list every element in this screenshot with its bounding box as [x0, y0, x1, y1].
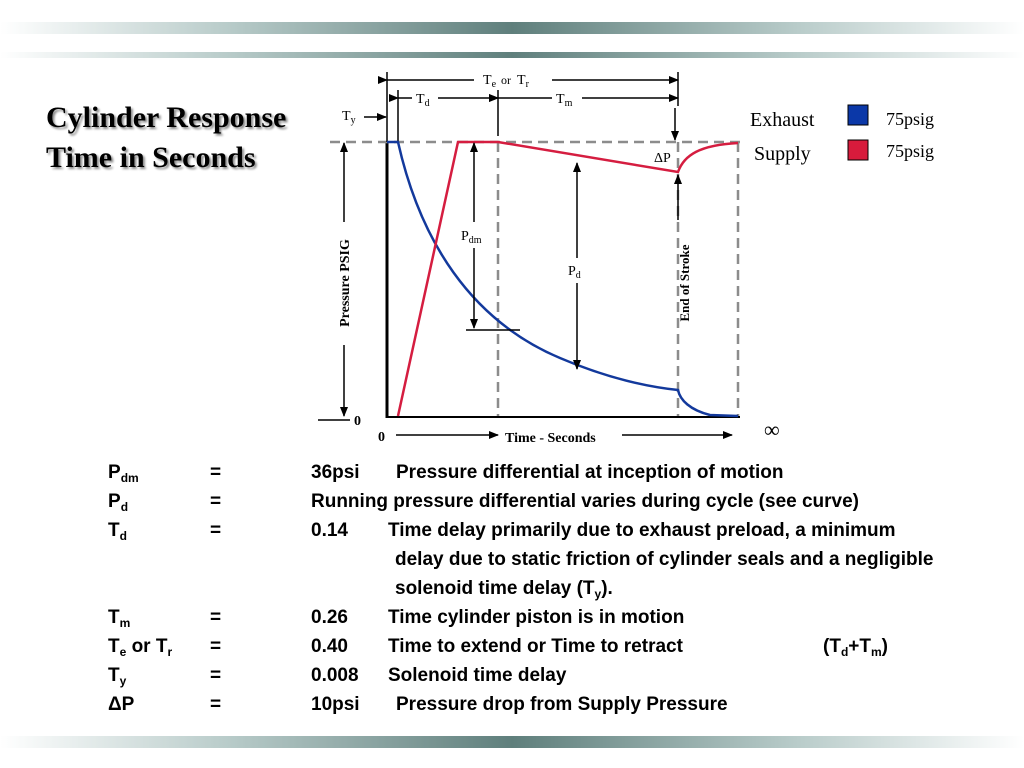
end-of-stroke-label: End of Stroke	[677, 244, 692, 321]
definition-description: Pressure drop from Supply Pressure	[396, 694, 728, 716]
y-axis-label: Pressure PSIG	[338, 239, 353, 327]
definition-value: 36psi	[311, 462, 360, 483]
definition-symbol-main: T	[108, 607, 120, 628]
definition-description-text: Running pressure differential varies dur…	[311, 491, 860, 512]
definition-symbol-main: T	[108, 636, 120, 657]
definition-symbol: Te or Tr	[108, 636, 172, 658]
definition-description: Time delay primarily due to exhaust prel…	[388, 520, 896, 542]
definition-description-text: Solenoid time delay	[388, 665, 567, 686]
definition-symbol-sub: d	[119, 529, 127, 543]
definition-equals: =	[210, 520, 222, 541]
definition-symbol: Pdm	[108, 462, 139, 484]
formula-open: (T	[823, 636, 841, 657]
exhaust-curve	[387, 140, 739, 418]
infinity-symbol: ∞	[764, 417, 780, 442]
cylinder-response-diagram: Te or Tr Td Tm Ty Pressure PSIG 0 0 Time -…	[318, 70, 934, 446]
definition-symbol: Td	[108, 520, 127, 542]
definition-description: Solenoid time delay	[388, 665, 566, 687]
formula-mid: +T	[848, 636, 871, 657]
slide-title-line2: Time in Seconds	[46, 141, 256, 174]
formula-sub1: d	[840, 645, 849, 659]
te-tr-label-bg	[474, 70, 552, 88]
bottom-decorative-bar	[0, 736, 1024, 748]
definition-symbol-sub: dm	[120, 471, 139, 485]
definition-value: 0.26	[311, 607, 348, 628]
definition-description: Pressure differential at inception of mo…	[396, 462, 783, 484]
definition-description-text: Time delay primarily due to exhaust prel…	[388, 520, 896, 541]
definition-description: Time to extend or Time to retract	[388, 636, 683, 658]
definition-symbol-main: ΔP	[108, 694, 135, 715]
tm-label-bg	[552, 89, 582, 106]
definition-equals: =	[210, 694, 222, 715]
legend-exhaust-swatch	[847, 104, 869, 126]
definition-symbol-sub: e	[119, 645, 127, 659]
legend-supply-value: 75psig	[886, 141, 934, 161]
formula-close: )	[881, 636, 888, 657]
definition-description: Time cylinder piston is in motion	[388, 607, 684, 629]
definition-symbol-sub: y	[119, 674, 127, 688]
definition-value: 0.40	[311, 636, 348, 657]
definition-symbol-main: P	[108, 491, 121, 512]
definition-description-tail: ).	[601, 578, 613, 599]
definition-symbol-sub: d	[120, 500, 129, 514]
definition-description-text: Time cylinder piston is in motion	[388, 607, 685, 628]
formula-sub2: m	[870, 645, 882, 659]
top-decorative-bar	[0, 22, 1024, 34]
definition-symbol: Pd	[108, 491, 128, 513]
top-decorative-bar-thin	[0, 52, 1024, 58]
x-axis-label: Time - Seconds	[505, 431, 596, 446]
definition-symbol-sub: m	[119, 616, 131, 630]
definition-description-text: Pressure drop from Supply Pressure	[396, 694, 728, 715]
definition-symbol-main: T	[108, 665, 120, 686]
definition-symbol-mid: or T	[126, 636, 168, 657]
definition-description: Running pressure differential varies dur…	[311, 491, 859, 513]
td-label-bg	[412, 89, 438, 106]
legend: Exhaust 75psig Supply 75psig	[750, 104, 934, 165]
definition-description-text: solenoid time delay (T	[395, 578, 595, 599]
definition-description-text: delay due to static friction of cylinder…	[395, 549, 934, 570]
definition-description: delay due to static friction of cylinder…	[395, 549, 933, 571]
origin-y-label: 0	[354, 414, 361, 429]
legend-supply-label: Supply	[754, 143, 811, 165]
te-tr-label: Te or Tr	[483, 73, 530, 90]
definition-formula: (Td+Tm)	[823, 636, 888, 658]
definition-symbol-main: P	[108, 462, 121, 483]
definition-symbol: Ty	[108, 665, 126, 687]
origin-x-label: 0	[378, 430, 385, 445]
supply-curve	[396, 140, 739, 417]
ty-label: Ty	[342, 109, 356, 126]
legend-supply-swatch	[847, 139, 869, 161]
definition-value: 0.14	[311, 520, 348, 541]
pd-label: Pd	[568, 264, 581, 281]
definition-equals: =	[210, 665, 222, 686]
definition-equals: =	[210, 607, 222, 628]
definition-symbol-main: T	[108, 520, 120, 541]
definition-value: 0.008	[311, 665, 359, 686]
legend-exhaust-label: Exhaust	[750, 109, 815, 131]
slide-title: Cylinder Response Time in Seconds	[46, 98, 286, 178]
legend-exhaust-value: 75psig	[886, 109, 934, 129]
delta-p-label: ΔP	[654, 151, 671, 166]
definition-description: solenoid time delay (Ty).	[395, 578, 613, 600]
slide-title-line1: Cylinder Response	[46, 101, 287, 134]
definition-value: 10psi	[311, 694, 360, 715]
pdm-label: Pdm	[461, 229, 482, 246]
definition-symbol-sub2: r	[167, 645, 173, 659]
td-label: Td	[416, 92, 430, 109]
definition-symbol: ΔP	[108, 694, 134, 716]
definition-equals: =	[210, 462, 222, 483]
definition-equals: =	[210, 491, 222, 512]
tm-label: Tm	[556, 92, 573, 109]
definition-equals: =	[210, 636, 222, 657]
definition-description-sub: y	[594, 587, 602, 601]
definition-description-text: Time to extend or Time to retract	[388, 636, 683, 657]
definition-description-text: Pressure differential at inception of mo…	[396, 462, 784, 483]
definition-symbol: Tm	[108, 607, 130, 629]
